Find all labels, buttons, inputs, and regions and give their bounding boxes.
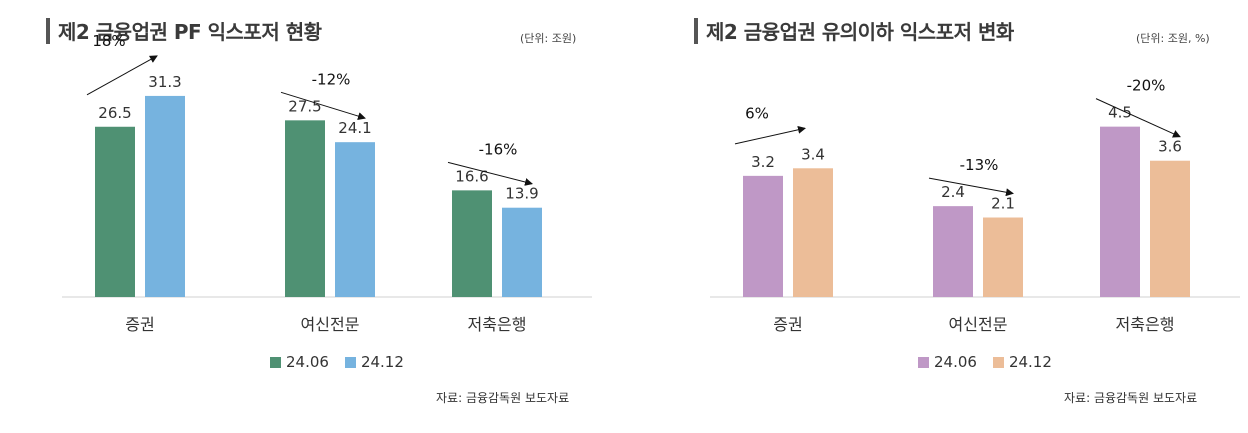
legend-label: 24.12	[360, 353, 404, 371]
bar-24.12-저축은행	[1150, 160, 1190, 297]
data-label: 13.9	[505, 185, 538, 203]
chart-panel-substandard-exposure: 제2 금융업권 유의이하 익스포저 변화 (단위: 조원, %) 3.2 3.4 증…	[624, 0, 1248, 433]
bar-24.06-저축은행	[1100, 126, 1140, 298]
category-label: 증권	[125, 315, 154, 334]
legend-item-series-1: 24.06	[270, 353, 329, 371]
legend-swatch	[344, 356, 356, 368]
category-label: 증권	[773, 315, 802, 334]
legend-swatch	[270, 356, 281, 368]
title-accent-bar	[46, 18, 50, 44]
bar-24.06-저축은행	[452, 190, 492, 297]
bar-24.06-증권	[743, 175, 783, 297]
chart-legend: 24.06 24.12	[270, 353, 420, 371]
legend-item-series-2: 24.12	[344, 353, 404, 371]
category-label: 저축은행	[468, 315, 527, 334]
change-arrow	[280, 91, 366, 120]
chart-title: 제2 금융업권 유의이하 익스포저 변화	[706, 20, 1014, 44]
source-note: 자료: 금융감독원 보도자료	[436, 391, 570, 405]
chart-title: 제2 금융업권 PF 익스포저 현황	[58, 20, 322, 44]
change-arrow	[447, 161, 533, 186]
legend-label: 24.12	[1008, 353, 1052, 371]
category-label: 저축은행	[1116, 315, 1175, 334]
data-label: 16.6	[455, 167, 488, 185]
change-label: -12%	[312, 70, 351, 88]
data-label: 2.1	[991, 195, 1015, 213]
bar-24.12-저축은행	[502, 207, 542, 297]
data-label: 26.5	[98, 104, 131, 122]
bar-chart: 26.531.3증권18%27.524.1여신전문-12%16.613.9저축은…	[62, 32, 592, 334]
source-note: 자료: 금융감독원 보도자료	[1064, 391, 1198, 405]
data-label: 31.3	[148, 73, 181, 91]
bar-24.12-증권	[145, 95, 185, 298]
change-arrow	[928, 177, 1014, 197]
change-label: -16%	[479, 140, 518, 158]
category-label: 여신전문	[949, 315, 1008, 334]
legend-label: 24.06	[286, 353, 329, 371]
change-label: -13%	[960, 156, 999, 174]
legend-item-series-1: 24.06	[918, 353, 977, 371]
bar-24.06-여신전문	[285, 120, 325, 297]
legend-swatch	[992, 356, 1004, 368]
change-arrow	[734, 125, 806, 145]
change-label: -20%	[1127, 77, 1166, 95]
unit-label: (단위: 조원)	[520, 32, 577, 45]
chart-legend: 24.06 24.12	[918, 353, 1068, 371]
data-label: 4.5	[1108, 104, 1132, 122]
data-label: 24.1	[338, 119, 371, 137]
change-arrow	[1095, 98, 1181, 138]
bar-24.12-여신전문	[335, 142, 375, 297]
data-label: 3.2	[751, 153, 775, 171]
change-label: 6%	[745, 104, 769, 122]
chart-panel-pf-exposure: 제2 금융업권 PF 익스포저 현황 (단위: 조원) 26.5 31.3 증권 18…	[46, 18, 592, 405]
legend-swatch	[918, 356, 929, 368]
category-label: 여신전문	[301, 315, 360, 334]
title-accent-bar	[694, 18, 698, 44]
bar-24.06-증권	[95, 126, 135, 298]
legend-item-series-2: 24.12	[992, 353, 1052, 371]
change-label: 18%	[92, 32, 125, 50]
bar-chart: 3.2 3.4 증권 6% 2.4 2.1 여신전문 -13% 4.5 3.6 저축은행 -20%	[710, 77, 1240, 334]
bar-24.12-여신전문	[983, 217, 1023, 297]
bar-24.12-증권	[793, 168, 833, 297]
unit-label: (단위: 조원, %)	[1136, 32, 1210, 45]
data-label: 3.6	[1158, 138, 1182, 156]
change-arrow	[86, 55, 158, 96]
data-label: 3.4	[801, 145, 825, 163]
legend-label: 24.06	[934, 353, 977, 371]
data-label: 2.4	[941, 183, 965, 201]
bar-24.06-여신전문	[933, 206, 973, 297]
